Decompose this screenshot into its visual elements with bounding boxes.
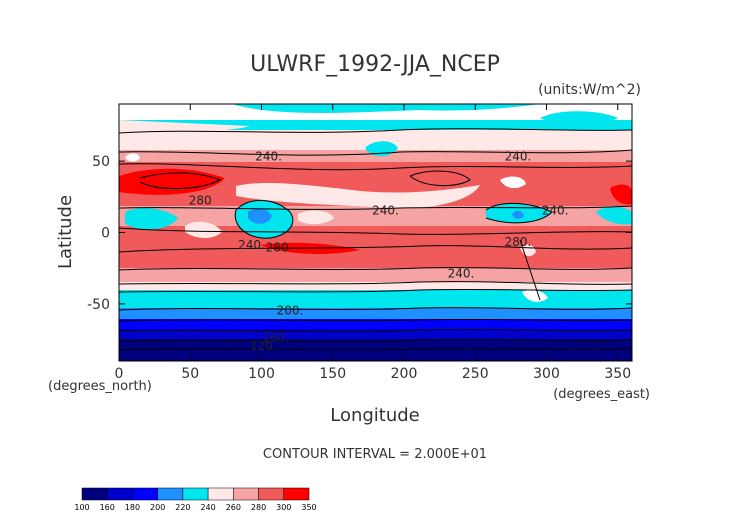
contour-label: 240. [448, 266, 475, 280]
contour-label: 280. [505, 235, 532, 249]
colorbar-level-label: 300 [276, 503, 291, 512]
colorbar-level-label: 240 [200, 503, 215, 512]
contour-200-south [119, 318, 632, 322]
contour-label: 240. [542, 204, 569, 218]
x-unit-label: (degrees_east) [553, 387, 650, 402]
y-tick-label: 0 [101, 226, 110, 242]
contour-280-south [119, 267, 632, 271]
contour-300-sahara [139, 172, 222, 189]
x-tick-label: 250 [462, 366, 489, 382]
contour-260-north [119, 149, 632, 156]
contour-240-north [119, 128, 632, 134]
y-axis-label: Latitude [55, 195, 76, 269]
contour-label: 240. [372, 204, 399, 218]
contour-label: 120 [250, 339, 273, 353]
contour-label: 160. [262, 331, 289, 345]
band-200-220 [119, 308, 632, 321]
colorbar-swatch [182, 487, 209, 501]
contour-220-indonesia [234, 199, 294, 239]
colorbar-swatch [233, 487, 259, 501]
colorbar-swatch [81, 487, 108, 501]
contour-220-central-america [485, 202, 553, 224]
y-tick-label: -50 [87, 297, 110, 313]
colorbar-level-label: 280 [251, 503, 266, 512]
chart-title: ULWRF_1992-JJA_NCEP [250, 52, 500, 77]
colorbar-level-label: 160 [100, 503, 115, 512]
band-240-260-south [119, 282, 632, 292]
colorbar-level-label: 200 [150, 503, 165, 512]
contour-300-south [119, 245, 632, 253]
pale-band-tropics [236, 183, 480, 209]
contour-interval-note: CONTOUR INTERVAL = 2.000E+01 [263, 447, 487, 462]
y-unit-label: (degrees_north) [48, 379, 152, 394]
max-patch-sahara [119, 168, 225, 195]
colorbar-swatch [106, 487, 133, 501]
contour-label: 240. [255, 149, 282, 163]
band-260-280-north [119, 150, 632, 164]
band-220-240-south [119, 290, 632, 310]
band-260-280-south [119, 268, 632, 284]
x-tick-label: 300 [533, 366, 560, 382]
y-axis: -50 0 50 [87, 154, 632, 313]
x-tick-label: 50 [181, 366, 199, 382]
x-axis: 0 50 100 150 200 250 300 350 [115, 104, 631, 382]
x-tick-label: 0 [115, 366, 124, 382]
colorbar: 100 160 180 200 220 240 260 280 300 350 [74, 487, 317, 512]
white-patch-south-america [522, 290, 548, 302]
x-axis-label: Longitude [330, 405, 420, 426]
colorbar-level-label: 180 [125, 503, 140, 512]
band-180-200 [119, 319, 632, 331]
contour-280-itcz-north [119, 205, 632, 210]
contour-180-south [119, 328, 632, 332]
colorbar-level-label: 100 [74, 503, 89, 512]
x-tick-label: 100 [248, 366, 275, 382]
x-tick-label: 350 [604, 366, 631, 382]
contour-160-south [119, 338, 632, 342]
contour-label: 240. [505, 149, 532, 163]
colorbar-swatch [157, 487, 184, 501]
cyan-patch-ne [540, 111, 618, 126]
arctic-cyan-patch [232, 104, 540, 113]
blue-patch-indonesia [248, 208, 272, 224]
colorbar-swatch [207, 487, 234, 501]
x-tick-label: 200 [391, 366, 418, 382]
cyan-patch-africa-east [596, 206, 632, 225]
colorbar-level-label: 350 [301, 503, 316, 512]
y-tick-label: 50 [92, 154, 110, 170]
colorbar-swatch [258, 487, 285, 501]
contour-label: 200. [277, 303, 304, 317]
colorbar-level-label: 220 [175, 503, 190, 512]
blue-patch-central-america [512, 210, 524, 219]
max-patch-east [610, 184, 632, 205]
contour-240-south [119, 288, 632, 293]
white-patch-nw [125, 153, 140, 162]
colorbar-swatch [132, 487, 158, 501]
x-tick-label: 150 [319, 366, 346, 382]
contour-andes [519, 239, 541, 301]
contour-lines [119, 128, 632, 351]
contour-label: 280 [266, 241, 289, 255]
contour-label: 240. [238, 238, 265, 252]
band-160-180 [119, 329, 632, 341]
contour-label: 280 [189, 194, 212, 208]
colorbar-level-label: 260 [226, 503, 241, 512]
contour-260-itcz-south [119, 227, 632, 235]
cyan-patch-africa [125, 208, 178, 230]
contour-260-south [119, 281, 632, 285]
pale-patch-indian-ocean [185, 221, 222, 238]
colorbar-swatch [283, 487, 310, 501]
pale-patch-pacific [298, 210, 334, 225]
contour-280-north [119, 163, 632, 171]
pink-patch-nw [119, 120, 250, 134]
contour-220-south [119, 307, 632, 311]
units-label: (units:W/m^2) [538, 82, 641, 98]
contour-120-south [119, 347, 632, 351]
white-patch-rockies [500, 176, 526, 189]
contour-280-pacific [409, 170, 471, 187]
